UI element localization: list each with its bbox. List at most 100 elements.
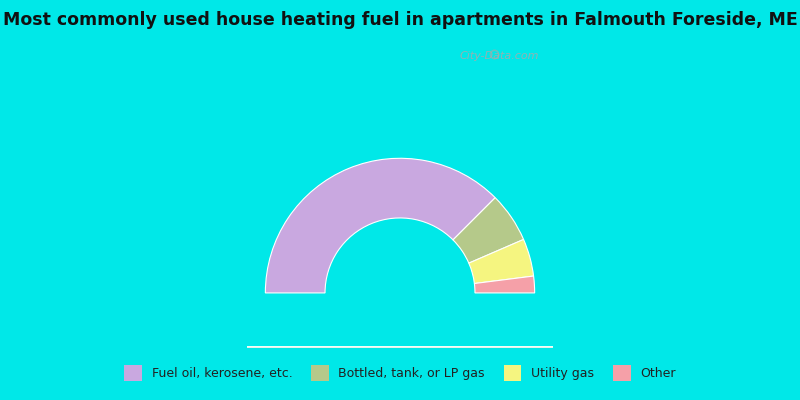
Bar [247,347,553,348]
Bar [247,346,553,347]
Bar [247,346,553,348]
Bar [247,346,553,347]
Bar [247,347,553,348]
Bar [247,346,553,347]
Bar [247,346,553,347]
Bar [247,346,553,347]
Bar [247,346,553,347]
Bar [247,346,553,347]
Bar [247,346,553,348]
Bar [247,346,553,347]
Bar [247,346,553,348]
Bar [247,346,553,347]
Bar [247,346,553,347]
Bar [247,346,553,347]
Wedge shape [266,158,495,293]
Bar [247,347,553,348]
Bar [247,346,553,347]
Bar [247,346,553,347]
Bar [247,346,553,348]
Bar [247,346,553,347]
Bar [247,346,553,348]
Bar [247,346,553,347]
Bar [247,346,553,347]
Bar [247,346,553,348]
Bar [247,346,553,347]
Bar [247,346,553,348]
Bar [247,346,553,348]
Bar [247,346,553,347]
Bar [247,346,553,348]
Bar [247,347,553,348]
Bar [247,347,553,348]
Bar [247,346,553,348]
Bar [247,346,553,347]
Bar [247,346,553,347]
Bar [247,346,553,347]
Bar [247,346,553,347]
Bar [247,346,553,348]
Bar [247,346,553,347]
Bar [247,346,553,348]
Bar [247,346,553,347]
Bar [247,346,553,347]
Bar [247,347,553,348]
Bar [247,346,553,347]
Bar [247,346,553,348]
Bar [247,346,553,347]
Bar [247,346,553,348]
Bar [247,346,553,347]
Bar [247,347,553,348]
Bar [247,346,553,347]
Bar [247,346,553,348]
Bar [247,346,553,347]
Bar [247,346,553,347]
Bar [247,346,553,348]
Bar [247,347,553,348]
Bar [247,346,553,347]
Bar [247,346,553,348]
Bar [247,346,553,347]
Bar [247,346,553,347]
Bar [247,346,553,347]
Bar [247,346,553,347]
Bar [247,347,553,348]
Bar [247,346,553,348]
Bar [247,346,553,348]
Bar [247,347,553,348]
Bar [247,346,553,347]
Bar [247,347,553,348]
Wedge shape [453,198,523,263]
Bar [247,346,553,348]
Bar [247,346,553,348]
Bar [247,346,553,347]
Wedge shape [474,276,534,293]
Bar [247,346,553,347]
Bar [247,346,553,347]
Bar [247,346,553,348]
Bar [247,346,553,348]
Wedge shape [469,240,534,284]
Bar [247,346,553,348]
Bar [247,346,553,347]
Bar [247,346,553,348]
Bar [247,346,553,347]
Bar [247,346,553,347]
Bar [247,346,553,347]
Bar [247,346,553,347]
Bar [247,347,553,348]
Bar [247,346,553,347]
Bar [247,346,553,348]
Bar [247,346,553,348]
Bar [247,346,553,347]
Bar [247,347,553,348]
Bar [247,346,553,347]
Bar [247,347,553,348]
Bar [247,346,553,348]
Bar [247,346,553,348]
Bar [247,346,553,347]
Bar [247,346,553,348]
Bar [247,346,553,348]
Bar [247,347,553,348]
Bar [247,347,553,348]
